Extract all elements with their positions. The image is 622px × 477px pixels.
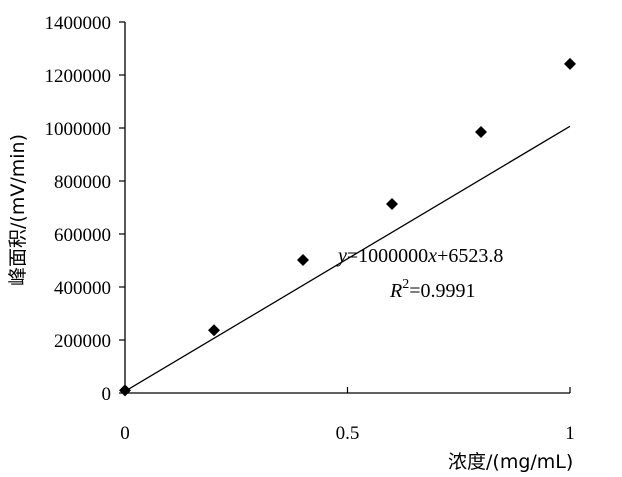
x-axis-title: 浓度/(mg/mL)	[448, 451, 573, 473]
data-point	[208, 324, 220, 337]
x-tick-label: 0.5	[336, 423, 360, 444]
data-points	[119, 57, 576, 397]
x-axis-ticks: 0 0.5 1	[120, 387, 575, 444]
r-squared-label: R2=0.9991	[389, 277, 476, 302]
y-tick-label: 800000	[54, 172, 111, 193]
y-tick-label: 0	[102, 384, 112, 405]
data-point	[564, 57, 576, 70]
data-point	[297, 253, 309, 266]
data-point	[475, 125, 487, 138]
data-point	[386, 198, 398, 211]
y-tick-label: 200000	[54, 331, 111, 352]
y-axis-ticks: 0 200000 400000 600000 800000 1000000 1200000 1…	[45, 13, 125, 405]
x-tick-label: 1	[565, 423, 575, 444]
trendline-equation: y=1000000x+6523.8	[336, 245, 503, 267]
y-tick-label: 1200000	[45, 66, 112, 87]
data-point	[119, 384, 131, 397]
trend-line	[124, 125, 571, 392]
y-tick-label: 1400000	[45, 13, 112, 34]
x-tick-label: 0	[120, 423, 130, 444]
y-tick-label: 400000	[54, 278, 111, 299]
y-tick-label: 1000000	[45, 119, 112, 140]
y-axis-title: 峰面积/(mV/min)	[7, 134, 29, 286]
y-tick-label: 600000	[54, 225, 111, 246]
